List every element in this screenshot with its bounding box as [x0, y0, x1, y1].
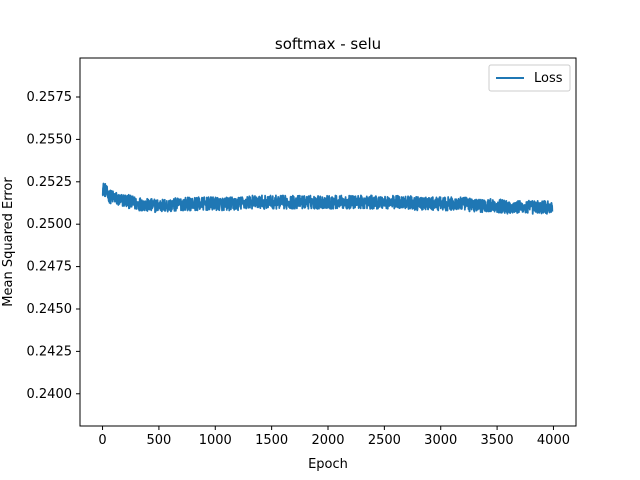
x-tick-label: 500 — [146, 433, 171, 448]
plot-area — [79, 57, 577, 427]
x-tick-label: 1000 — [199, 433, 232, 448]
x-tick-label: 2500 — [368, 433, 401, 448]
x-tick-label: 3000 — [424, 433, 457, 448]
y-tick-label: 0.2475 — [27, 260, 73, 275]
legend-label-loss: Loss — [534, 71, 563, 86]
x-axis: 0 500 1000 1500 2000 2500 3000 3500 4000 — [98, 426, 570, 448]
loss-series-line — [101, 182, 554, 215]
y-tick-label: 0.2400 — [27, 387, 73, 402]
chart-title: softmax - selu — [275, 35, 381, 53]
x-tick-label: 2000 — [311, 433, 344, 448]
y-tick-label: 0.2450 — [27, 302, 73, 317]
plot-content — [101, 182, 554, 215]
x-tick-label: 0 — [98, 433, 106, 448]
x-tick-label: 4000 — [537, 433, 570, 448]
legend: Loss — [488, 64, 571, 92]
y-tick-label: 0.2525 — [27, 175, 73, 190]
x-axis-label: Epoch — [308, 457, 348, 472]
legend-box — [488, 64, 571, 92]
y-tick-label: 0.2500 — [27, 217, 73, 232]
y-axis-label: Mean Squared Error — [1, 177, 16, 307]
x-tick-label: 3500 — [481, 433, 514, 448]
y-tick-label: 0.2575 — [27, 90, 73, 105]
y-tick-label: 0.2425 — [27, 344, 73, 359]
y-axis: 0.2400 0.2425 0.2450 0.2475 0.2500 0.2525 0.25… — [27, 90, 80, 402]
x-tick-label: 1500 — [255, 433, 288, 448]
y-tick-label: 0.2550 — [27, 132, 73, 147]
